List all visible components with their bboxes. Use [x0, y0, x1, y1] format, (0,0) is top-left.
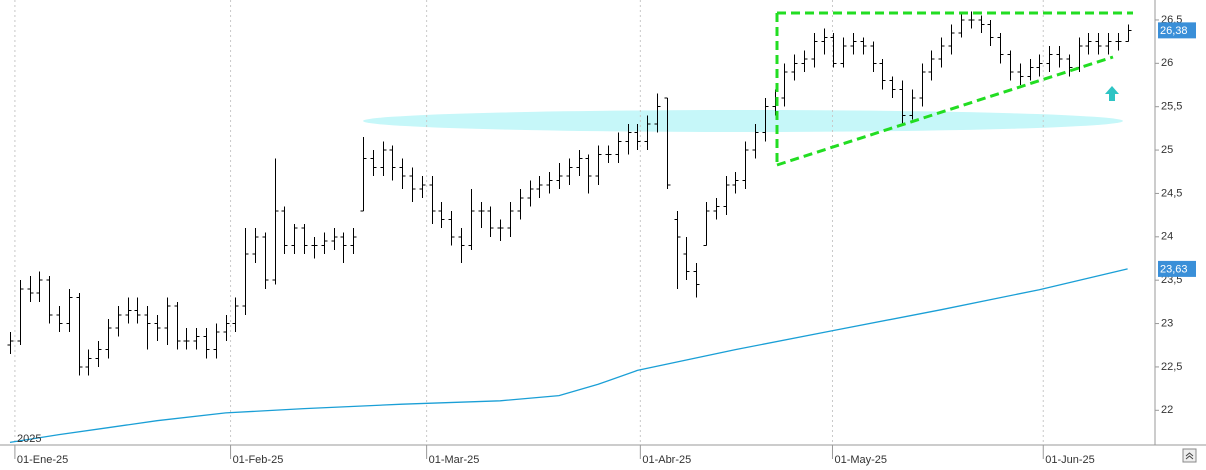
triangle-pattern — [775, 11, 1133, 167]
y-tick-label: 25,5 — [1161, 101, 1182, 113]
y-tick-label: 25 — [1161, 144, 1173, 156]
y-tick-label: 26 — [1161, 57, 1173, 69]
x-tick-label: 01-Jun-25 — [1045, 454, 1095, 466]
y-tick-label: 24 — [1161, 231, 1173, 243]
y-tick-label: 24,5 — [1161, 187, 1182, 199]
x-tick-label: 01-Mar-25 — [429, 454, 480, 466]
moving-average-line — [9, 268, 1128, 444]
x-tick-label: 01-Ene-25 — [17, 454, 68, 466]
price-marker — [1158, 260, 1196, 277]
marks — [7, 0, 1132, 445]
price-marker-label: 23,63 — [1160, 263, 1188, 275]
price-marker-label: 26,38 — [1160, 25, 1188, 37]
y-tick-label: 23,5 — [1161, 274, 1182, 286]
up-arrow — [1105, 86, 1119, 101]
price-marker — [1158, 22, 1196, 39]
y-tick-label: 22 — [1161, 404, 1173, 416]
x-tick-label: 01-May-25 — [834, 454, 887, 466]
triangle-base — [776, 55, 1114, 167]
x-tick-label: 01-Feb-25 — [233, 454, 284, 466]
y-tick-label: 23 — [1161, 317, 1173, 329]
x-tick-label: 01-Abr-25 — [642, 454, 691, 466]
support-zone — [363, 110, 1123, 132]
y-tick-label: 22,5 — [1161, 361, 1182, 373]
scroll-icon — [1185, 452, 1194, 460]
scroll-buttons[interactable] — [1182, 448, 1197, 463]
year-label: 2025 — [17, 433, 41, 445]
